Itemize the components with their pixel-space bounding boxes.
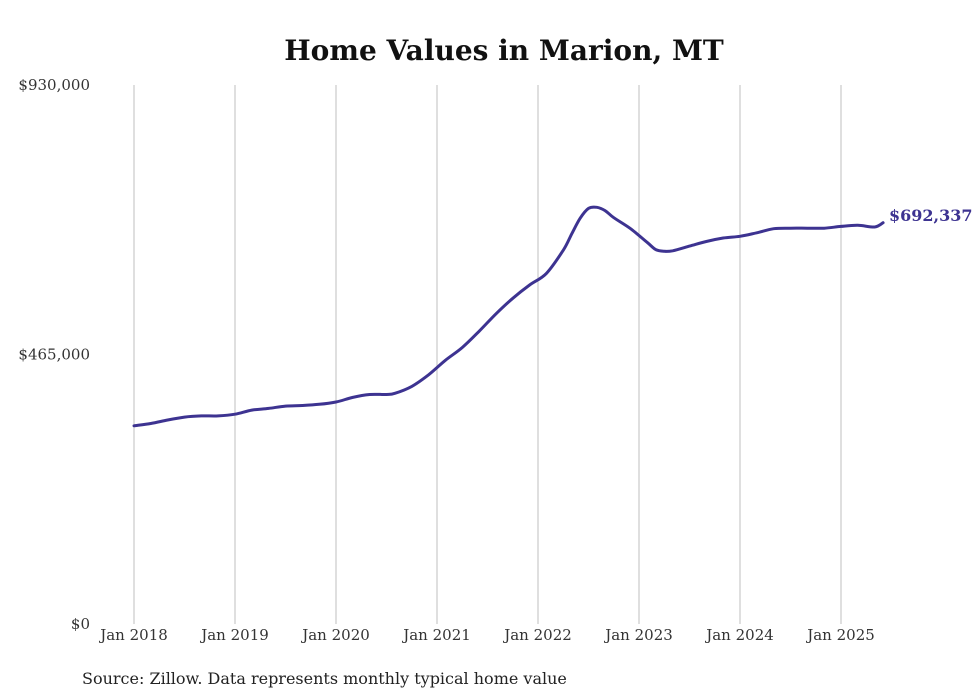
x-tick-label: Jan 2022: [502, 626, 572, 644]
x-tick-label: Jan 2018: [98, 626, 168, 644]
source-note: Source: Zillow. Data represents monthly …: [82, 669, 567, 688]
x-tick-label: Jan 2020: [300, 626, 370, 644]
y-tick-label: $0: [71, 615, 90, 633]
y-axis-ticks: $0 $465,000 $930,000: [18, 76, 90, 633]
y-tick-label: $465,000: [18, 346, 90, 364]
x-axis-ticks: Jan 2018 Jan 2019 Jan 2020 Jan 2021 Jan 2022…: [98, 626, 875, 644]
x-tick-label: Jan 2021: [401, 626, 471, 644]
chart-title: Home Values in Marion, MT: [284, 34, 724, 67]
x-tick-label: Jan 2023: [603, 626, 673, 644]
x-tick-label: Jan 2024: [704, 626, 774, 644]
x-tick-label: Jan 2019: [199, 626, 269, 644]
end-value-label: $692,337: [889, 206, 973, 225]
y-tick-label: $930,000: [18, 76, 90, 94]
series-line: [132, 205, 885, 428]
x-tick-label: Jan 2025: [805, 626, 875, 644]
grid-lines: [133, 85, 842, 624]
